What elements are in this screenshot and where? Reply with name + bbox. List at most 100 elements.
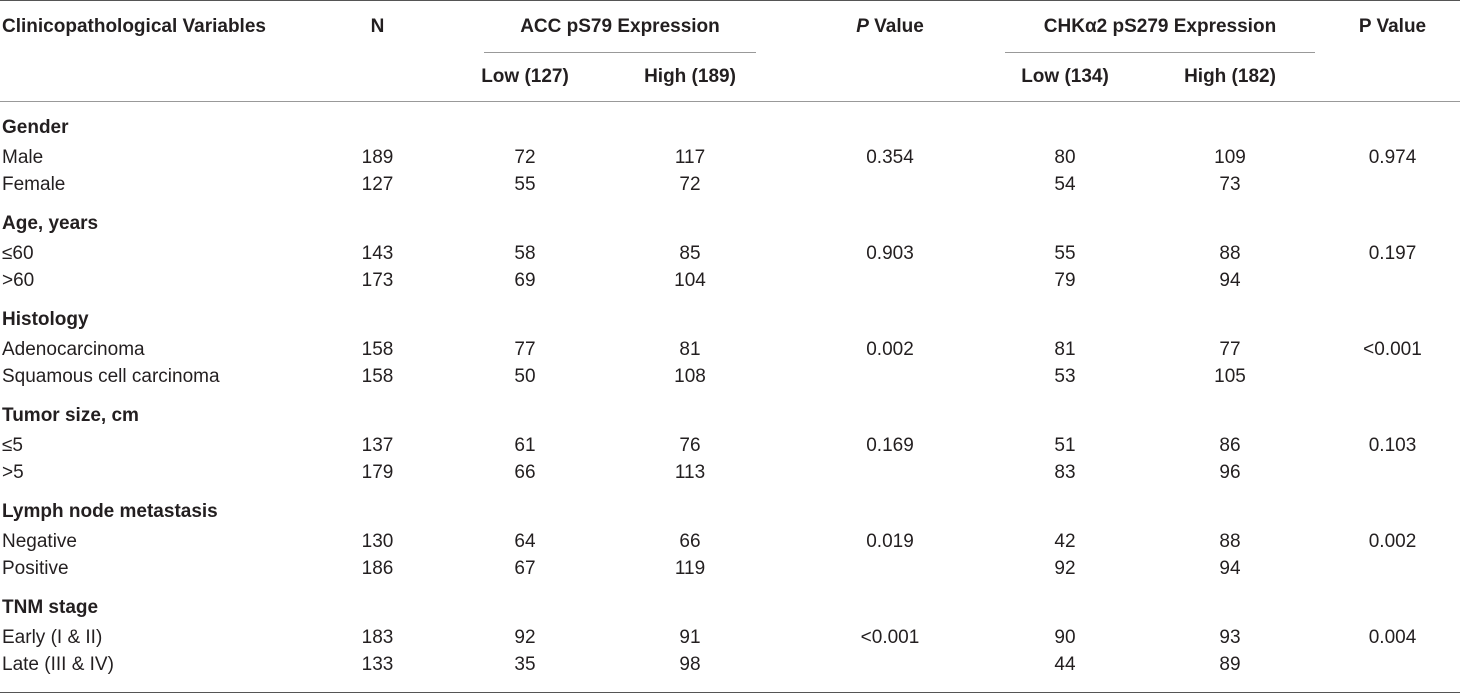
header-p-value-2: P Value <box>1358 16 1427 37</box>
header-chk-label: CHKα2 pS279 Expression <box>1005 16 1315 53</box>
category-label: Tumor size, cm <box>2 405 139 426</box>
cell-n: 179 <box>361 461 394 483</box>
header-empty-2 <box>300 53 455 102</box>
cell-acc-high: 98 <box>679 653 701 675</box>
cell-n: 158 <box>361 338 394 360</box>
cell-acc-low: 67 <box>514 557 536 579</box>
cell-p2: 0.974 <box>1368 146 1417 168</box>
header-p-value-1: P Value <box>785 1 995 54</box>
cell-acc-high: 104 <box>674 269 706 291</box>
cell-chk-high: 105 <box>1214 365 1246 387</box>
header-acc: ACC pS79 Expression <box>455 1 785 54</box>
cell-n: 158 <box>361 365 394 387</box>
cell-label: Adenocarcinoma <box>2 338 145 360</box>
cell-chk-high: 94 <box>1219 269 1241 291</box>
cell-n: 133 <box>361 653 394 675</box>
table-row: ≤5 137 61 76 0.169 51 86 0.103 <box>0 432 1460 459</box>
category-label: TNM stage <box>2 597 99 618</box>
header-variables: Clinicopathological Variables <box>2 16 266 37</box>
cell-p2: 0.103 <box>1368 434 1417 456</box>
cell-p1: 0.354 <box>866 146 914 168</box>
cell-acc-low: 72 <box>514 146 536 168</box>
cell-p1: 0.903 <box>866 242 914 264</box>
cell-label: Late (III & IV) <box>2 653 114 675</box>
cell-chk-low: 79 <box>1054 269 1076 291</box>
table-row: Early (I & II) 183 92 91 <0.001 90 93 0.004 <box>0 624 1460 651</box>
cell-acc-high: 119 <box>674 557 706 579</box>
cell-acc-high: 91 <box>679 626 701 648</box>
header-acc-label: ACC pS79 Expression <box>484 16 756 53</box>
header-empty-1 <box>0 53 300 102</box>
cell-p2 <box>1325 459 1460 486</box>
category-row: Gender <box>0 102 1460 145</box>
cell-chk-high: 88 <box>1219 530 1241 552</box>
cell-chk-low: 55 <box>1054 242 1076 264</box>
table-body: Gender Male 189 72 117 0.354 80 109 0.974 Female 1… <box>0 102 1460 693</box>
cell-chk-high: 77 <box>1219 338 1241 360</box>
cell-chk-low: 90 <box>1054 626 1076 648</box>
cell-p2 <box>1325 171 1460 198</box>
cell-p2: 0.002 <box>1368 530 1417 552</box>
cell-acc-high: 76 <box>679 434 701 456</box>
cell-n: 130 <box>361 530 394 552</box>
cell-p1: <0.001 <box>860 626 920 648</box>
cell-acc-low: 66 <box>514 461 536 483</box>
cell-acc-low: 77 <box>514 338 536 360</box>
category-label: Histology <box>2 309 89 330</box>
cell-acc-high: 117 <box>674 146 706 168</box>
cell-p1 <box>785 267 995 294</box>
table-row: Late (III & IV) 133 35 98 44 89 <box>0 651 1460 693</box>
cell-p2 <box>1325 555 1460 582</box>
cell-chk-low: 53 <box>1054 365 1076 387</box>
cell-p1 <box>785 363 995 390</box>
cell-p1 <box>785 459 995 486</box>
category-label: Age, years <box>2 213 99 234</box>
cell-label: Female <box>2 173 66 195</box>
cell-acc-low: 92 <box>514 626 536 648</box>
category-row: Lymph node metastasis <box>0 486 1460 528</box>
cell-p1 <box>785 651 995 693</box>
cell-p1 <box>785 171 995 198</box>
header-acc-low: Low (127) <box>481 66 569 87</box>
category-row: Tumor size, cm <box>0 390 1460 432</box>
cell-p2: <0.001 <box>1363 338 1422 360</box>
category-row: TNM stage <box>0 582 1460 624</box>
cell-label: >5 <box>2 461 24 483</box>
cell-chk-high: 94 <box>1219 557 1241 579</box>
cell-acc-high: 108 <box>674 365 706 387</box>
cell-acc-high: 81 <box>679 338 701 360</box>
cell-p1: 0.169 <box>866 434 914 456</box>
cell-chk-high: 73 <box>1219 173 1241 195</box>
cell-chk-low: 42 <box>1054 530 1076 552</box>
cell-acc-low: 55 <box>514 173 536 195</box>
header-n: N <box>370 16 385 37</box>
cell-acc-low: 69 <box>514 269 536 291</box>
cell-label: Positive <box>2 557 69 579</box>
cell-chk-high: 86 <box>1219 434 1241 456</box>
cell-acc-low: 35 <box>514 653 536 675</box>
cell-label: Early (I & II) <box>2 626 103 648</box>
category-label: Lymph node metastasis <box>2 501 218 522</box>
cell-acc-high: 66 <box>679 530 701 552</box>
cell-label: Male <box>2 146 44 168</box>
cell-n: 137 <box>361 434 394 456</box>
cell-p2: 0.004 <box>1368 626 1417 648</box>
category-label: Gender <box>2 117 69 138</box>
cell-label: Squamous cell carcinoma <box>2 365 220 387</box>
cell-n: 127 <box>361 173 394 195</box>
header-empty-4 <box>1325 53 1460 102</box>
cell-p2: 0.197 <box>1368 242 1417 264</box>
cell-acc-low: 58 <box>514 242 536 264</box>
header-chk: CHKα2 pS279 Expression <box>995 1 1325 54</box>
cell-chk-low: 81 <box>1054 338 1076 360</box>
table-row: Squamous cell carcinoma 158 50 108 53 105 <box>0 363 1460 390</box>
cell-p2 <box>1325 267 1460 294</box>
cell-label: ≤60 <box>2 242 34 264</box>
cell-n: 189 <box>361 146 394 168</box>
table-row: Adenocarcinoma 158 77 81 0.002 81 77 <0.001 <box>0 336 1460 363</box>
cell-chk-high: 88 <box>1219 242 1241 264</box>
cell-acc-low: 50 <box>514 365 536 387</box>
cell-n: 186 <box>361 557 394 579</box>
cell-chk-low: 51 <box>1054 434 1076 456</box>
